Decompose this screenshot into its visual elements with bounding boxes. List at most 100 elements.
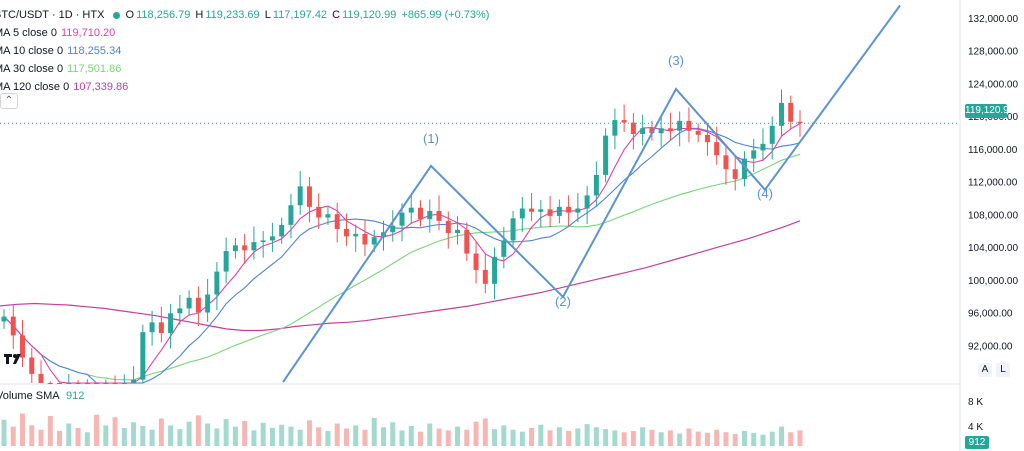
volume-bar	[195, 415, 201, 446]
candle-body	[288, 205, 294, 225]
volume-bar	[205, 423, 211, 446]
candle-body	[778, 102, 784, 126]
volume-bar	[667, 430, 673, 446]
candle-body	[399, 212, 405, 226]
candle-body	[57, 383, 63, 384]
volume-bar	[214, 428, 220, 446]
volume-bar	[556, 427, 562, 446]
ma120-row[interactable]: MA 120 close 0 107,339.86	[0, 78, 491, 96]
candle-body	[66, 383, 72, 384]
volume-bar	[279, 424, 285, 446]
ma10-row[interactable]: MA 10 close 0 118,255.34	[0, 42, 491, 60]
volume-bar	[371, 417, 377, 446]
wave-pattern-line	[282, 4, 901, 383]
log-scale-button[interactable]: L	[996, 363, 1010, 377]
volume-bar	[695, 431, 701, 446]
candle-body	[149, 322, 155, 333]
volume-bar	[741, 431, 747, 446]
volume-bar	[269, 427, 275, 446]
volume-bar	[47, 416, 53, 446]
volume-bar	[84, 432, 90, 446]
volume-bar	[251, 430, 257, 446]
volume-bar	[66, 423, 72, 446]
volume-legend-value: 912	[66, 390, 85, 402]
candle-body	[427, 210, 433, 220]
volume-bar	[686, 428, 692, 446]
candle-body	[205, 294, 211, 313]
candle-body	[260, 240, 266, 243]
open-value: 118,256.79	[136, 9, 191, 21]
chevron-up-icon: ⌃	[4, 95, 14, 106]
candle-body	[343, 228, 349, 237]
volume-bar	[464, 429, 470, 446]
volume-bar	[131, 422, 137, 446]
collapse-legend-button[interactable]: ⌃	[0, 93, 18, 109]
candle-body	[20, 335, 26, 358]
volume-bar	[538, 424, 544, 446]
volume-bar	[149, 429, 155, 446]
volume-bar	[714, 429, 720, 446]
candle-body	[741, 158, 747, 180]
close-value: 119,120.99	[342, 9, 397, 21]
candle-body	[686, 120, 692, 131]
candle-body	[788, 102, 794, 122]
volume-bar	[158, 418, 164, 446]
volume-bar	[482, 418, 488, 446]
price-tick-label: 92,000.00	[968, 341, 1013, 352]
volume-bar	[112, 417, 118, 446]
ma5-row[interactable]: MA 5 close 0 119,710.20	[0, 24, 491, 42]
volume-bar	[797, 430, 803, 446]
ma30-line	[3, 153, 801, 381]
candle-body	[325, 214, 331, 218]
price-tick-label: 96,000.00	[968, 309, 1013, 320]
candle-body	[140, 332, 146, 380]
volume-bar	[334, 423, 340, 446]
candle-body	[306, 186, 312, 207]
ma30-row[interactable]: MA 30 close 0 117,501.86	[0, 60, 491, 78]
volume-bar	[10, 426, 16, 446]
volume-bar	[418, 431, 424, 446]
auto-scale-button[interactable]: A	[978, 363, 992, 377]
candle-body	[297, 186, 303, 206]
candle-body	[649, 128, 655, 134]
market-status-dot	[113, 11, 121, 19]
volume-bar	[399, 430, 405, 446]
wave-label: (3)	[668, 53, 684, 68]
volume-bar	[473, 421, 479, 446]
candle-body	[223, 251, 229, 272]
candle-body	[269, 236, 275, 241]
price-tick-label: 116,000.00	[968, 145, 1018, 156]
candle-body	[158, 322, 164, 333]
volume-bar	[677, 433, 683, 446]
volume-tick-label: 4 K	[968, 422, 983, 433]
ma5-value: 119,710.20	[60, 27, 116, 39]
candle-body	[186, 297, 192, 309]
volume-bar	[788, 432, 794, 446]
low-label: L	[264, 9, 271, 21]
candle-body	[640, 128, 646, 135]
volume-bar	[612, 430, 618, 446]
volume-bar	[316, 427, 322, 446]
candle-body	[38, 373, 44, 383]
candle-body	[131, 379, 137, 383]
volume-legend: Volume SMA 912	[0, 390, 84, 402]
volume-bar	[575, 428, 581, 446]
candle-body	[353, 233, 359, 237]
candle-body	[10, 316, 16, 336]
volume-bar	[501, 425, 507, 446]
candle-body	[371, 237, 377, 245]
symbol-label: BTC/USDT · 1D · HTX	[0, 9, 105, 21]
volume-bar	[778, 426, 784, 446]
volume-bar	[94, 414, 100, 446]
candle-body	[714, 142, 720, 156]
wave-label: (1)	[423, 131, 439, 146]
high-value: 119,233.69	[205, 9, 260, 21]
ma120-line	[0, 220, 801, 332]
candle-body	[538, 209, 544, 212]
volume-bar	[1, 419, 7, 446]
candle-body	[455, 229, 461, 234]
candle-body	[677, 120, 683, 131]
candle-body	[232, 245, 238, 252]
candle-body	[121, 383, 127, 384]
